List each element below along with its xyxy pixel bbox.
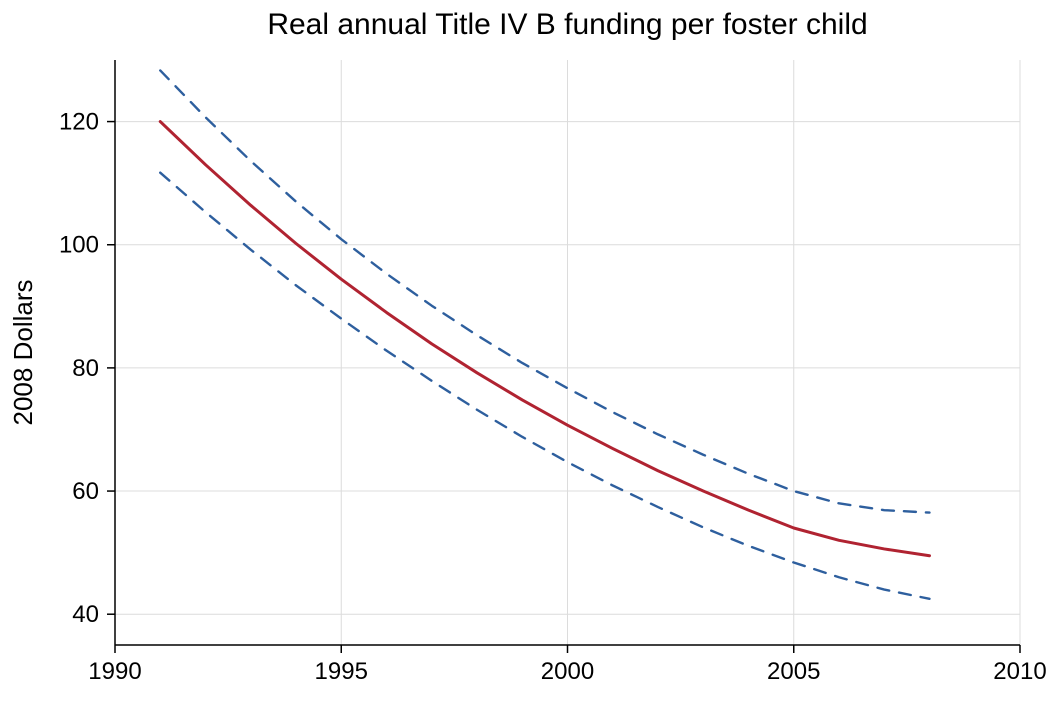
- y-axis-label: 2008 Dollars: [8, 280, 38, 426]
- y-tick-label: 40: [72, 601, 99, 628]
- y-tick-label: 60: [72, 478, 99, 505]
- x-tick-label: 1995: [315, 658, 368, 685]
- x-tick-label: 2010: [993, 658, 1046, 685]
- x-tick-label: 1990: [88, 658, 141, 685]
- y-tick-label: 120: [59, 109, 99, 136]
- x-tick-label: 2005: [767, 658, 820, 685]
- x-tick-label: 2000: [541, 658, 594, 685]
- y-tick-label: 100: [59, 232, 99, 259]
- chart-title: Real annual Title IV B funding per foste…: [267, 8, 867, 41]
- funding-chart: 1990 1995 2000 2005 2010 40 60 80 100 120 Real ann…: [0, 0, 1050, 715]
- y-tick-label: 80: [72, 355, 99, 382]
